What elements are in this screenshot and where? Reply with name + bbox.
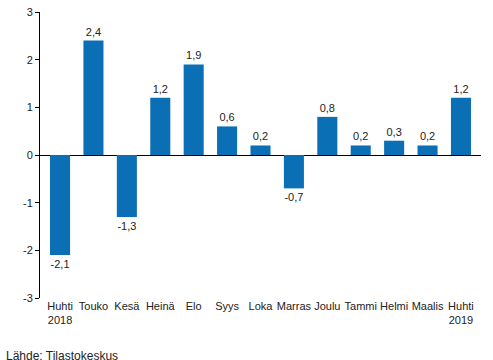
svg-text:0,2: 0,2 — [420, 130, 435, 142]
svg-text:Loka: Loka — [249, 300, 274, 312]
svg-text:2,4: 2,4 — [86, 26, 101, 38]
svg-text:Kesä: Kesä — [114, 300, 140, 312]
svg-text:-1,3: -1,3 — [117, 220, 136, 232]
svg-text:Huhti2018: Huhti2018 — [47, 300, 73, 326]
svg-text:Syys: Syys — [215, 300, 239, 312]
svg-text:Heinä: Heinä — [146, 300, 176, 312]
svg-text:Elo: Elo — [186, 300, 202, 312]
svg-text:3: 3 — [27, 6, 33, 18]
svg-text:0,6: 0,6 — [219, 111, 234, 123]
svg-text:Huhti2019: Huhti2019 — [448, 300, 474, 326]
svg-text:Maalis: Maalis — [412, 300, 444, 312]
svg-text:-2,1: -2,1 — [51, 258, 70, 270]
svg-text:0: 0 — [27, 149, 33, 161]
svg-text:-3: -3 — [23, 292, 33, 304]
svg-text:Joulu: Joulu — [314, 300, 340, 312]
svg-text:0,3: 0,3 — [386, 126, 401, 138]
svg-text:Helmi: Helmi — [380, 300, 408, 312]
svg-text:-0,7: -0,7 — [284, 191, 303, 203]
svg-text:0,2: 0,2 — [253, 130, 268, 142]
svg-text:Marras: Marras — [277, 300, 312, 312]
svg-text:2: 2 — [27, 54, 33, 66]
svg-text:Lähde: Tilastokeskus: Lähde: Tilastokeskus — [6, 349, 118, 360]
svg-text:0,8: 0,8 — [320, 102, 335, 114]
svg-text:1,9: 1,9 — [186, 49, 201, 61]
svg-text:1,2: 1,2 — [453, 83, 468, 95]
svg-text:-2: -2 — [23, 244, 33, 256]
svg-text:Tammi: Tammi — [345, 300, 377, 312]
svg-text:1: 1 — [27, 101, 33, 113]
svg-text:1,2: 1,2 — [153, 83, 168, 95]
svg-text:Touko: Touko — [79, 300, 108, 312]
svg-text:0,2: 0,2 — [353, 130, 368, 142]
svg-text:-1: -1 — [23, 197, 33, 209]
